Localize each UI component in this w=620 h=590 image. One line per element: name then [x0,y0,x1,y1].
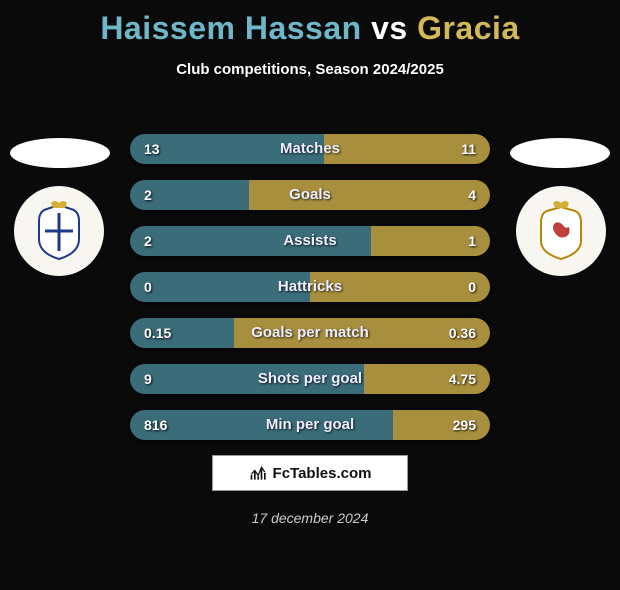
stat-value-left: 816 [144,410,167,440]
fctables-logo: FcTables.com [212,455,408,491]
fctables-text: FcTables.com [273,465,372,482]
stat-row: Goals per match0.15 0.36 [130,318,490,348]
stat-row: Shots per goal9 4.75 [130,364,490,394]
stat-label: Hattricks [130,272,490,302]
club-crest-right [516,186,606,276]
stat-label: Goals per match [130,318,490,348]
date-text: 17 december 2024 [0,510,620,526]
stat-row: Min per goal816 295 [130,410,490,440]
stat-value-left: 2 [144,180,152,210]
stat-value-left: 0 [144,272,152,302]
zaragoza-crest-icon [529,199,593,263]
stat-value-left: 9 [144,364,152,394]
stat-value-left: 2 [144,226,152,256]
stat-value-left: 0.15 [144,318,171,348]
page-title: Haissem Hassan vs Gracia [0,10,620,47]
stat-label: Assists [130,226,490,256]
oviedo-crest-icon [27,199,91,263]
stat-value-right: 4.75 [449,364,476,394]
player2-name: Gracia [417,10,520,46]
stat-label: Shots per goal [130,364,490,394]
stat-label: Min per goal [130,410,490,440]
stat-value-right: 1 [468,226,476,256]
fctables-icon [249,463,269,483]
stat-row: Hattricks0 0 [130,272,490,302]
stat-value-right: 4 [468,180,476,210]
stat-value-right: 0 [468,272,476,302]
stat-value-right: 295 [453,410,476,440]
stat-row: Goals2 4 [130,180,490,210]
stat-label: Matches [130,134,490,164]
subtitle: Club competitions, Season 2024/2025 [0,61,620,78]
stat-value-left: 13 [144,134,160,164]
stat-row: Matches13 11 [130,134,490,164]
stat-row: Assists2 1 [130,226,490,256]
stat-label: Goals [130,180,490,210]
club-crest-left [14,186,104,276]
stat-bars-container: Matches1311Goals24Assists21Hattricks00Go… [130,134,490,456]
player2-ellipse [510,138,610,168]
player1-ellipse [10,138,110,168]
stat-value-right: 11 [461,134,476,164]
stat-value-right: 0.36 [449,318,476,348]
vs-text: vs [371,10,408,46]
player1-name: Haissem Hassan [100,10,361,46]
